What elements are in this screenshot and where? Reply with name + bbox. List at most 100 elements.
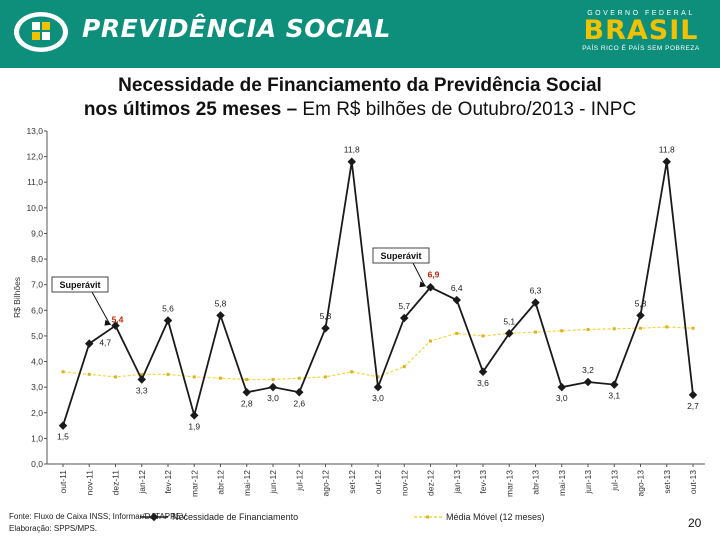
data-label: 6,4: [451, 283, 463, 293]
data-label: 3,0: [267, 393, 279, 403]
data-label: 6,9: [428, 269, 440, 279]
page-number: 20: [688, 516, 702, 530]
x-tick-label: mar-13: [504, 470, 514, 497]
y-tick-label: 5,0: [31, 331, 43, 341]
x-tick-label: out-13: [688, 470, 698, 494]
data-label: 5,1: [503, 316, 515, 326]
data-point: [662, 157, 671, 166]
x-tick-label: jun-12: [268, 470, 278, 495]
callout-box: [372, 247, 430, 264]
data-label: 3,0: [372, 393, 384, 403]
data-label: 3,6: [477, 378, 489, 388]
previdencia-logo-icon: [14, 12, 68, 52]
data-point: [163, 316, 173, 325]
x-tick-label: fev-13: [478, 470, 488, 494]
data-label: 5,7: [398, 301, 410, 311]
x-tick-label: jan-12: [137, 470, 147, 495]
data-point: [610, 380, 619, 389]
x-tick-label: jul-12: [294, 470, 304, 492]
data-point: [58, 421, 68, 430]
x-tick-label: mai-13: [557, 470, 567, 496]
moving-average-point: [114, 375, 117, 379]
moving-average-point: [612, 327, 616, 331]
data-point: [111, 321, 120, 330]
data-label: 11,8: [344, 145, 360, 155]
data-point: [583, 377, 593, 387]
data-point: [137, 375, 146, 384]
moving-average-point: [61, 370, 65, 374]
moving-average-point: [429, 339, 432, 343]
data-label: 5,6: [162, 304, 174, 314]
moving-average-point: [140, 372, 144, 376]
title-line-2: nos últimos 25 meses – Em R$ bilhões de …: [0, 98, 720, 122]
y-tick-label: 13,0: [26, 126, 43, 136]
data-point: [400, 313, 409, 323]
moving-average-point: [639, 326, 642, 330]
data-label: 2,7: [687, 401, 699, 411]
x-tick-label: abr-12: [216, 470, 226, 495]
callout-arrow: [91, 291, 110, 324]
data-point: [478, 367, 488, 377]
data-point: [426, 283, 435, 292]
x-tick-label: mai-12: [242, 470, 252, 496]
data-point: [321, 323, 330, 333]
moving-average-point: [455, 331, 459, 335]
moving-average-point: [586, 328, 590, 332]
data-label: 5,8: [635, 298, 647, 308]
moving-average-point: [665, 325, 669, 329]
y-tick-label: 10,0: [26, 203, 43, 213]
data-point: [557, 382, 566, 392]
moving-average-point: [192, 375, 196, 379]
moving-average-point: [560, 329, 564, 333]
slide-title: Necessidade de Financiamento da Previdên…: [0, 74, 720, 122]
x-tick-label: ago-13: [636, 470, 646, 497]
x-tick-label: ago-12: [321, 470, 331, 497]
data-point: [216, 311, 225, 320]
callout-label: Superávit: [59, 280, 100, 290]
data-point: [347, 157, 356, 166]
callout-arrow: [412, 262, 425, 286]
y-tick-label: 8,0: [31, 254, 43, 264]
x-tick-label: mar-12: [189, 470, 199, 497]
moving-average-point: [219, 376, 222, 380]
y-tick-label: 3,0: [31, 382, 43, 392]
brand-title: PREVIDÊNCIA SOCIAL: [82, 14, 391, 43]
data-point: [373, 382, 383, 392]
y-tick-label: 9,0: [31, 228, 43, 238]
data-point: [688, 390, 698, 400]
gov-slogan-text: PAÍS RICO É PAÍS SEM POBREZA: [582, 45, 700, 52]
data-point: [505, 329, 514, 338]
moving-average-point: [350, 370, 354, 374]
data-point: [242, 388, 251, 397]
header-bar: PREVIDÊNCIA SOCIAL GOVERNO FEDERAL BRASI…: [0, 0, 720, 68]
x-tick-label: fev-12: [163, 470, 173, 494]
data-label: 1,5: [57, 432, 69, 442]
prepared-text: Elaboração: SPPS/MPS.: [9, 524, 98, 533]
data-label: 11,8: [659, 145, 675, 155]
moving-average-point: [691, 326, 695, 330]
moving-average-point: [87, 372, 91, 376]
source-text: Fonte: Fluxo de Caixa INSS; Informar/DAT…: [9, 512, 189, 521]
y-tick-label: 7,0: [31, 280, 43, 290]
moving-average-point: [297, 376, 301, 380]
data-point: [190, 411, 199, 420]
title-line-2-bold: nos últimos 25 meses –: [83, 99, 298, 120]
data-point: [85, 339, 94, 348]
moving-average-point: [481, 334, 485, 338]
gov-top-text: GOVERNO FEDERAL: [587, 10, 695, 17]
data-label: 2,6: [293, 398, 305, 408]
x-tick-label: jul-13: [609, 470, 619, 492]
data-point: [531, 298, 540, 307]
data-label: 1,9: [188, 421, 200, 431]
callout-label: Superávit: [380, 251, 421, 261]
data-label: 4,7: [99, 338, 111, 348]
data-point: [268, 382, 278, 392]
series-line-moving-average: [62, 326, 694, 381]
x-tick-label: abr-13: [531, 470, 541, 495]
x-tick-label: out-12: [373, 470, 383, 494]
moving-average-point: [534, 330, 537, 334]
moving-average-point: [324, 375, 327, 379]
moving-average-point: [245, 377, 249, 381]
title-line-1: Necessidade de Financiamento da Previdên…: [118, 75, 602, 96]
line-chart: 0,0 1,0 2,0 3,0 4,0 5,0 6,0 7,0 8,0 9,0 10,0 11,0 12…: [12, 126, 705, 522]
